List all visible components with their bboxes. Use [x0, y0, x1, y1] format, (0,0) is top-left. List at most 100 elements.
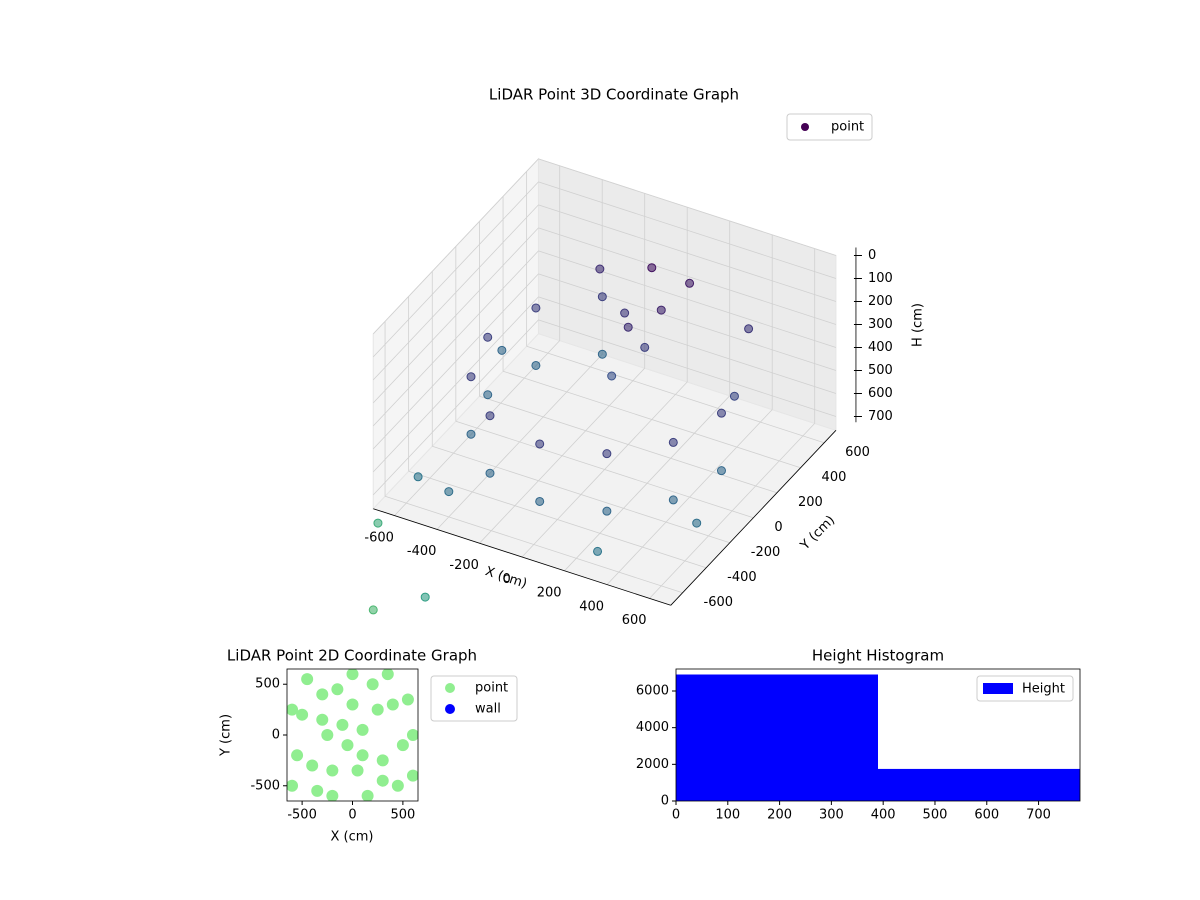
- point: [316, 713, 329, 726]
- z-tick-label: 700: [868, 409, 893, 424]
- grid-line: [538, 250, 837, 348]
- legend-marker: [983, 683, 1013, 694]
- x-tick-label: 0: [672, 808, 680, 823]
- y-tick-label: -500: [250, 778, 280, 793]
- point: [336, 718, 349, 731]
- point: [640, 342, 650, 352]
- chart-title: LiDAR Point 3D Coordinate Graph: [489, 86, 739, 104]
- point: [692, 518, 702, 528]
- point: [595, 264, 605, 274]
- z-tick-label: 100: [868, 271, 893, 286]
- point: [346, 698, 359, 711]
- point: [287, 779, 299, 792]
- point: [331, 683, 344, 696]
- y-tick-label: 200: [798, 495, 823, 510]
- x-tick-label: 400: [579, 599, 604, 614]
- grid-line: [502, 370, 801, 469]
- y-tick-label: 400: [822, 470, 847, 485]
- point: [685, 278, 695, 288]
- y-tick-label: -400: [727, 570, 757, 585]
- point: [537, 785, 545, 793]
- z-tick-label: 500: [868, 363, 893, 378]
- point: [361, 789, 374, 801]
- point: [643, 774, 651, 782]
- point: [321, 729, 334, 741]
- point: [485, 411, 495, 421]
- legend-marker: [445, 704, 455, 714]
- x-tick-label: 200: [767, 808, 792, 823]
- grid-line: [538, 181, 837, 279]
- grid-line: [432, 445, 730, 544]
- bar: [878, 768, 1080, 801]
- x-tick-label: 500: [390, 808, 415, 823]
- bar: [676, 674, 878, 801]
- point: [406, 729, 418, 741]
- legend-marker: [445, 683, 455, 693]
- point: [597, 292, 607, 302]
- x-tick-label: 400: [871, 808, 896, 823]
- point: [376, 754, 389, 767]
- point: [371, 703, 384, 716]
- x-axis-label: X (cm): [331, 830, 374, 845]
- y-tick-label: 500: [255, 677, 280, 692]
- point: [593, 546, 603, 556]
- grid-line: [372, 227, 539, 404]
- x-tick-label: 300: [819, 808, 844, 823]
- x-tick-label: 0: [503, 572, 511, 587]
- grid-line: [372, 250, 539, 427]
- grid-line: [479, 395, 778, 494]
- point: [729, 391, 739, 401]
- z-tick-label: 400: [868, 340, 893, 355]
- x-tick-label: -200: [449, 558, 479, 573]
- x-axis: [373, 508, 671, 606]
- point: [716, 408, 726, 418]
- grid-line: [526, 345, 825, 444]
- point: [647, 263, 657, 273]
- point: [413, 472, 423, 482]
- y-tick-label: 6000: [636, 684, 669, 699]
- grid-line: [538, 273, 837, 371]
- point: [602, 449, 612, 459]
- point: [716, 466, 726, 476]
- z-tick-label: 300: [868, 317, 893, 332]
- point: [391, 779, 404, 792]
- point: [351, 764, 364, 777]
- grid-line: [538, 204, 837, 302]
- point: [346, 669, 359, 681]
- legend-box: [786, 113, 873, 141]
- point: [485, 468, 495, 478]
- point: [483, 332, 493, 342]
- point: [483, 390, 493, 400]
- point: [326, 789, 339, 801]
- y-axis-label: Y (cm): [797, 513, 838, 554]
- point: [688, 824, 696, 832]
- x-tick-label: -500: [287, 808, 317, 823]
- point: [386, 698, 399, 711]
- point: [668, 495, 678, 505]
- point: [356, 723, 369, 736]
- point: [401, 693, 414, 706]
- legend-box: [976, 675, 1074, 702]
- point: [316, 688, 329, 701]
- point: [368, 605, 378, 615]
- point: [366, 678, 379, 691]
- point: [531, 360, 541, 370]
- point: [311, 784, 324, 797]
- grid-line: [538, 158, 837, 256]
- point: [466, 372, 476, 382]
- legend-label: wall: [475, 702, 501, 717]
- point: [341, 739, 354, 752]
- point: [656, 305, 666, 315]
- x-tick-label: 700: [1026, 808, 1051, 823]
- points: [287, 669, 418, 801]
- x-tick-label: 500: [923, 808, 948, 823]
- grid-line: [384, 495, 683, 594]
- y-tick-label: 600: [845, 445, 870, 460]
- x-tick-label: 600: [974, 808, 999, 823]
- x-tick-label: -400: [407, 544, 437, 559]
- grid-line: [372, 319, 539, 496]
- x-tick-label: 600: [622, 613, 647, 628]
- point: [597, 349, 607, 359]
- grid-line: [372, 204, 539, 381]
